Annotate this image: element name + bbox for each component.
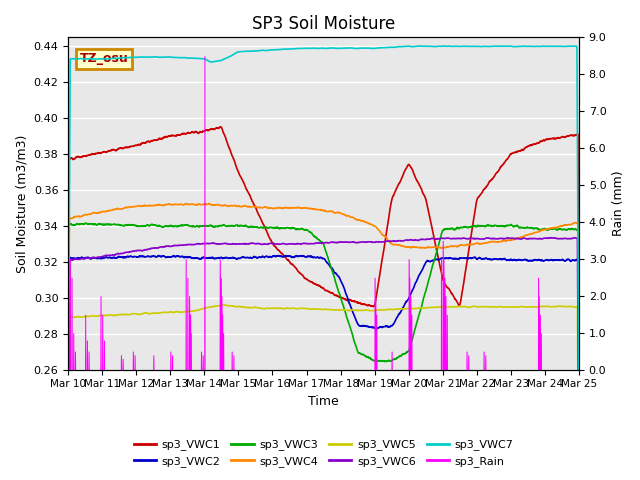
X-axis label: Time: Time [308,395,339,408]
Y-axis label: Soil Moisture (m3/m3): Soil Moisture (m3/m3) [15,134,28,273]
Y-axis label: Rain (mm): Rain (mm) [612,171,625,236]
Legend: sp3_VWC1, sp3_VWC2, sp3_VWC3, sp3_VWC4, sp3_VWC5, sp3_VWC6, sp3_VWC7, sp3_Rain: sp3_VWC1, sp3_VWC2, sp3_VWC3, sp3_VWC4, … [129,435,518,471]
Title: SP3 Soil Moisture: SP3 Soil Moisture [252,15,395,33]
Text: TZ_osu: TZ_osu [79,52,128,65]
